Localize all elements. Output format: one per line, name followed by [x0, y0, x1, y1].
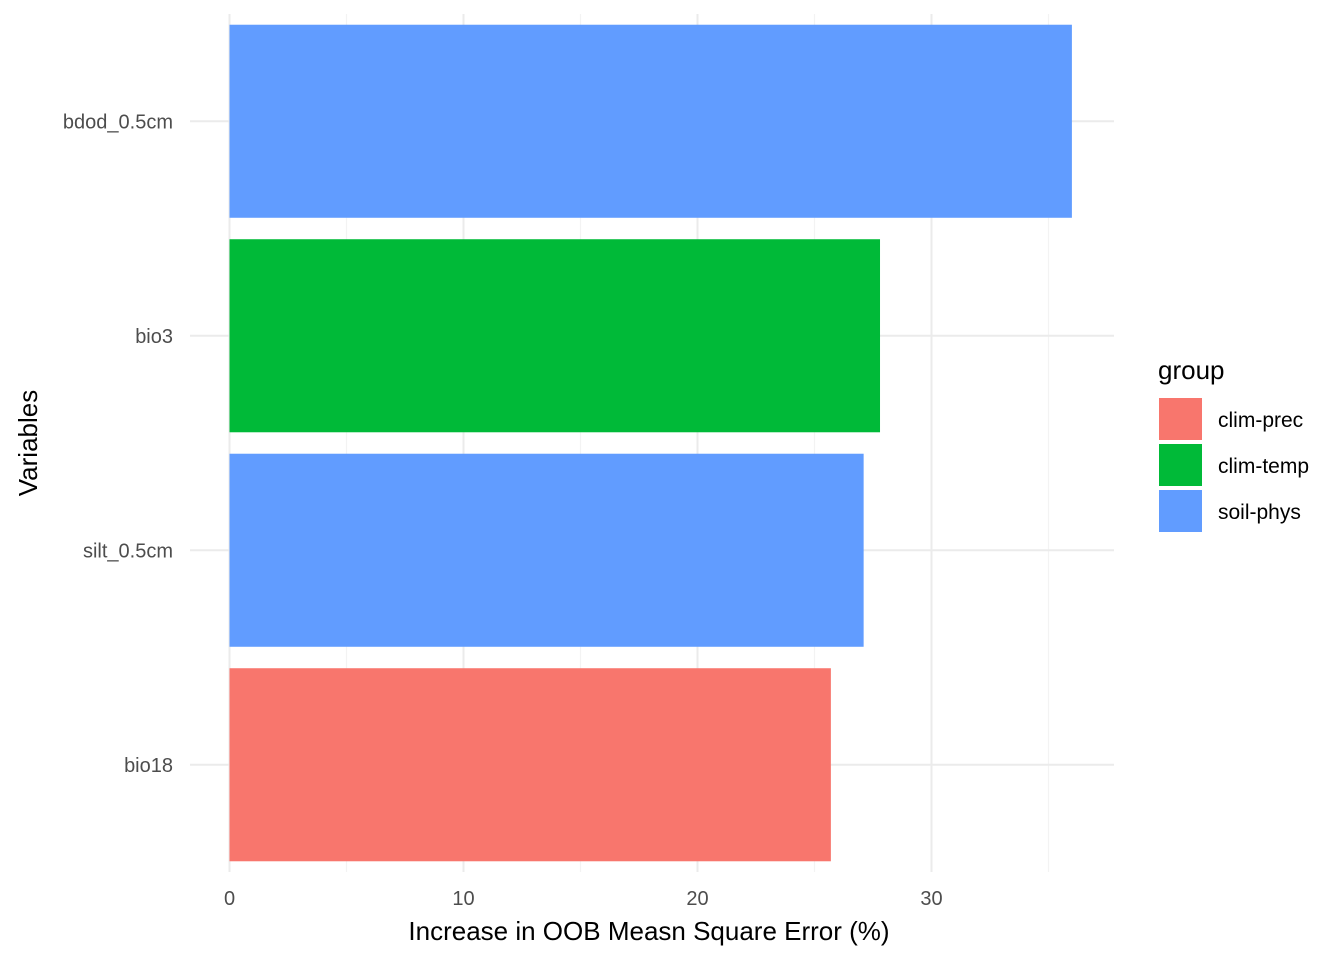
x-tick-label: 10	[452, 888, 474, 910]
bar-silt-0-5cm	[229, 453, 864, 647]
x-axis-ticks: 0 10 20 30	[224, 888, 943, 910]
y-tick-label: bdod_0.5cm	[63, 111, 173, 133]
bars	[229, 24, 1072, 862]
y-tick-label: bio3	[135, 326, 173, 348]
y-tick-label: bio18	[124, 755, 173, 777]
legend-label: clim-temp	[1218, 455, 1309, 478]
x-axis-title: Increase in OOB Measn Square Error (%)	[408, 916, 889, 946]
x-tick-label: 20	[686, 888, 708, 910]
bar-bio3	[229, 239, 881, 433]
y-tick-label: silt_0.5cm	[83, 540, 173, 562]
legend-swatch	[1159, 444, 1202, 486]
y-axis-title: Variables	[13, 390, 43, 496]
legend-swatch	[1159, 490, 1202, 532]
y-axis-ticks: bdod_0.5cm bio3 silt_0.5cm bio18	[63, 111, 173, 777]
legend-label: clim-prec	[1218, 409, 1303, 432]
x-tick-label: 0	[224, 888, 235, 910]
x-tick-label: 30	[920, 888, 942, 910]
legend-swatch	[1159, 398, 1202, 440]
bar-bio18	[229, 668, 831, 862]
bar-bdod-0-5cm	[229, 24, 1072, 218]
legend-label: soil-phys	[1218, 501, 1301, 524]
legend-title: group	[1158, 355, 1225, 385]
legend: group clim-prec clim-temp soil-phys	[1158, 355, 1309, 532]
